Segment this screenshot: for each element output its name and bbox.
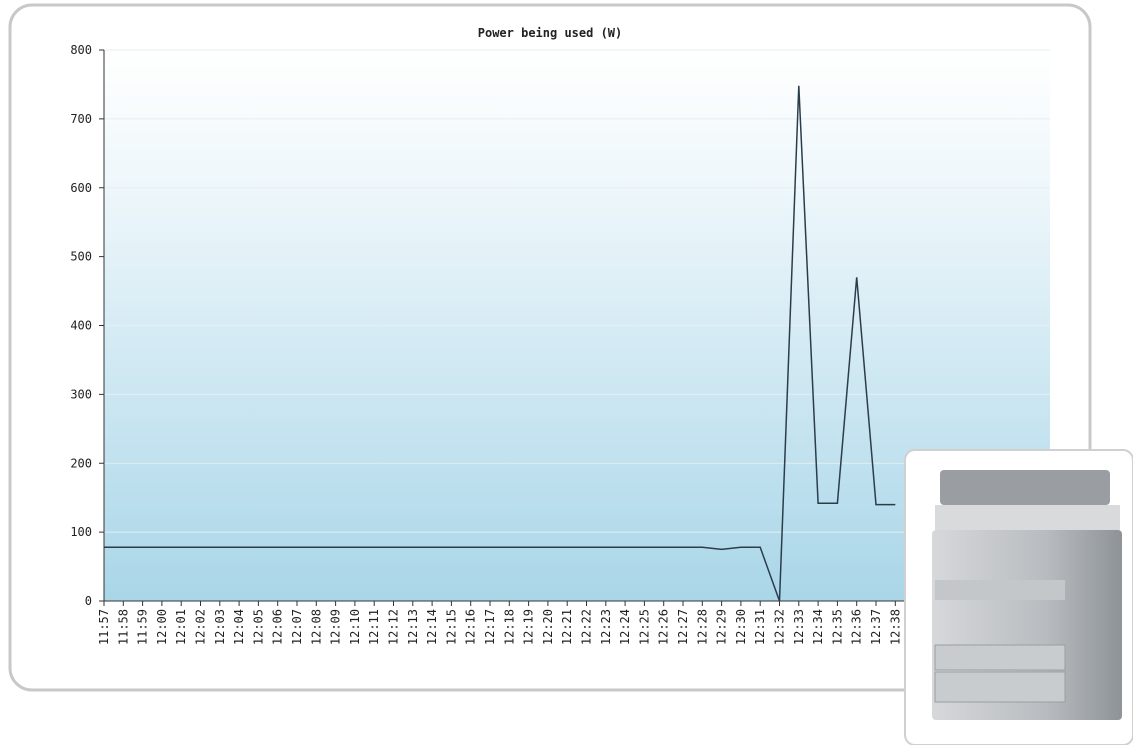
x-tick-label: 12:10 <box>348 609 362 645</box>
x-tick-label: 12:33 <box>792 609 806 645</box>
x-tick-label: 12:35 <box>830 609 844 645</box>
x-tick-label: 12:03 <box>213 609 227 645</box>
printer-photo <box>904 449 1133 746</box>
x-tick-label: 12:13 <box>406 609 420 645</box>
x-tick-label: 12:31 <box>753 609 767 645</box>
x-tick-label: 12:21 <box>560 609 574 645</box>
y-tick-label: 300 <box>70 387 92 401</box>
x-tick-label: 12:08 <box>309 609 323 645</box>
x-tick-label: 12:05 <box>251 609 265 645</box>
x-tick-label: 12:18 <box>502 609 516 645</box>
x-tick-label: 12:11 <box>367 609 381 645</box>
x-tick-label: 11:59 <box>136 609 150 645</box>
y-tick-label: 0 <box>85 594 92 608</box>
x-tick-label: 12:20 <box>541 609 555 645</box>
x-tick-label: 11:57 <box>97 609 111 645</box>
x-tick-label: 11:58 <box>116 609 130 645</box>
x-tick-label: 12:09 <box>329 609 343 645</box>
x-tick-label: 12:19 <box>522 609 536 645</box>
x-tick-label: 12:22 <box>580 609 594 645</box>
x-tick-label: 12:14 <box>425 609 439 645</box>
x-tick-label: 12:38 <box>888 609 902 645</box>
x-tick-label: 12:25 <box>637 609 651 645</box>
printer-panel <box>935 580 1065 600</box>
x-tick-label: 12:27 <box>676 609 690 645</box>
x-tick-label: 12:01 <box>174 609 188 645</box>
y-tick-label: 400 <box>70 319 92 333</box>
x-tick-label: 12:16 <box>464 609 478 645</box>
printer-tray <box>934 671 1066 703</box>
printer-scanner <box>940 470 1110 505</box>
x-tick-label: 12:37 <box>869 609 883 645</box>
x-tick-label: 12:02 <box>194 609 208 645</box>
line <box>104 85 896 602</box>
y-tick-label: 200 <box>70 456 92 470</box>
printer-lid <box>935 505 1120 530</box>
x-tick-label: 12:12 <box>387 609 401 645</box>
y-tick-label: 700 <box>70 112 92 126</box>
x-tick-label: 12:17 <box>483 609 497 645</box>
x-tick-label: 12:26 <box>657 609 671 645</box>
x-tick-label: 12:24 <box>618 609 632 645</box>
x-tick-label: 12:29 <box>715 609 729 645</box>
x-tick-label: 12:04 <box>232 609 246 645</box>
x-tick-label: 12:23 <box>599 609 613 645</box>
x-tick-label: 12:15 <box>444 609 458 645</box>
x-tick-label: 12:32 <box>773 609 787 645</box>
x-tick-label: 12:28 <box>695 609 709 645</box>
x-tick-label: 12:00 <box>155 609 169 645</box>
chart-title: Power being used (W) <box>478 26 623 40</box>
printer-tray <box>934 644 1066 671</box>
x-tick-label: 12:07 <box>290 609 304 645</box>
y-tick-label: 800 <box>70 43 92 57</box>
y-tick-label: 500 <box>70 250 92 264</box>
x-tick-label: 12:36 <box>850 609 864 645</box>
x-tick-label: 12:06 <box>271 609 285 645</box>
y-tick-label: 600 <box>70 181 92 195</box>
x-tick-label: 12:30 <box>734 609 748 645</box>
x-tick-label: 12:34 <box>811 609 825 645</box>
y-tick-label: 100 <box>70 525 92 539</box>
